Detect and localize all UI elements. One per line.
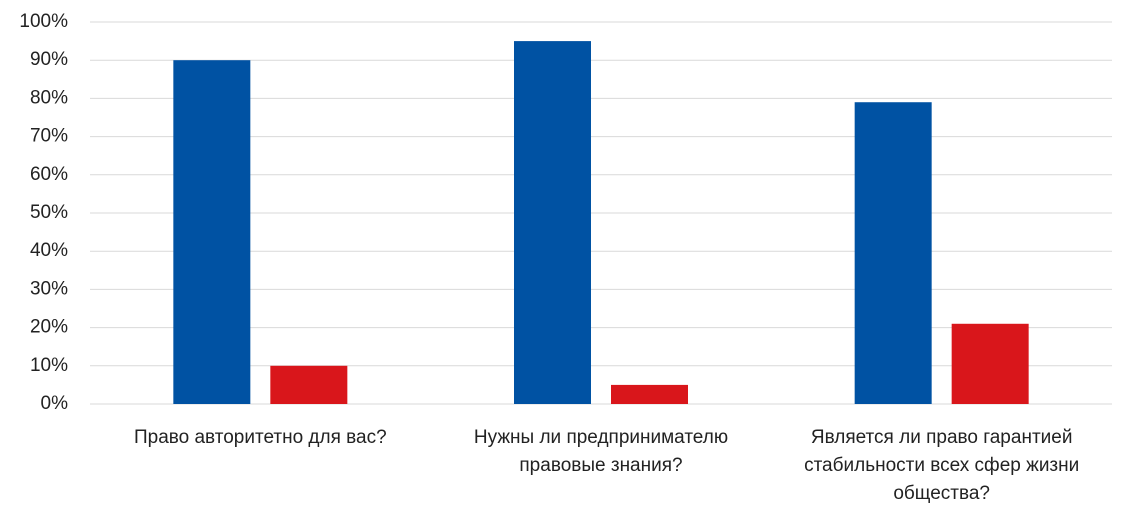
y-tick-label: 80% bbox=[30, 87, 68, 108]
y-tick-label: 20% bbox=[30, 317, 68, 338]
y-tick-label: 0% bbox=[41, 393, 69, 414]
y-tick-label: 10% bbox=[30, 355, 68, 376]
y-tick-label: 90% bbox=[30, 49, 68, 70]
bar bbox=[854, 102, 932, 404]
bar bbox=[951, 323, 1029, 404]
bar bbox=[270, 365, 348, 404]
y-tick-label: 50% bbox=[30, 202, 68, 223]
x-tick-label: Право авторитетно для вас? bbox=[133, 427, 387, 448]
y-tick-label: 40% bbox=[30, 240, 68, 261]
bar bbox=[173, 60, 251, 404]
y-tick-label: 100% bbox=[19, 11, 68, 32]
bar bbox=[514, 41, 591, 404]
y-tick-label: 70% bbox=[30, 126, 68, 147]
y-tick-label: 30% bbox=[30, 278, 68, 299]
x-tick-label: Является ли право гарантией стабильности… bbox=[804, 427, 1080, 504]
bar bbox=[611, 384, 688, 404]
x-tick-label: Нужны ли предпринимателю правовые знания… bbox=[473, 427, 729, 476]
y-tick-label: 60% bbox=[30, 164, 68, 185]
